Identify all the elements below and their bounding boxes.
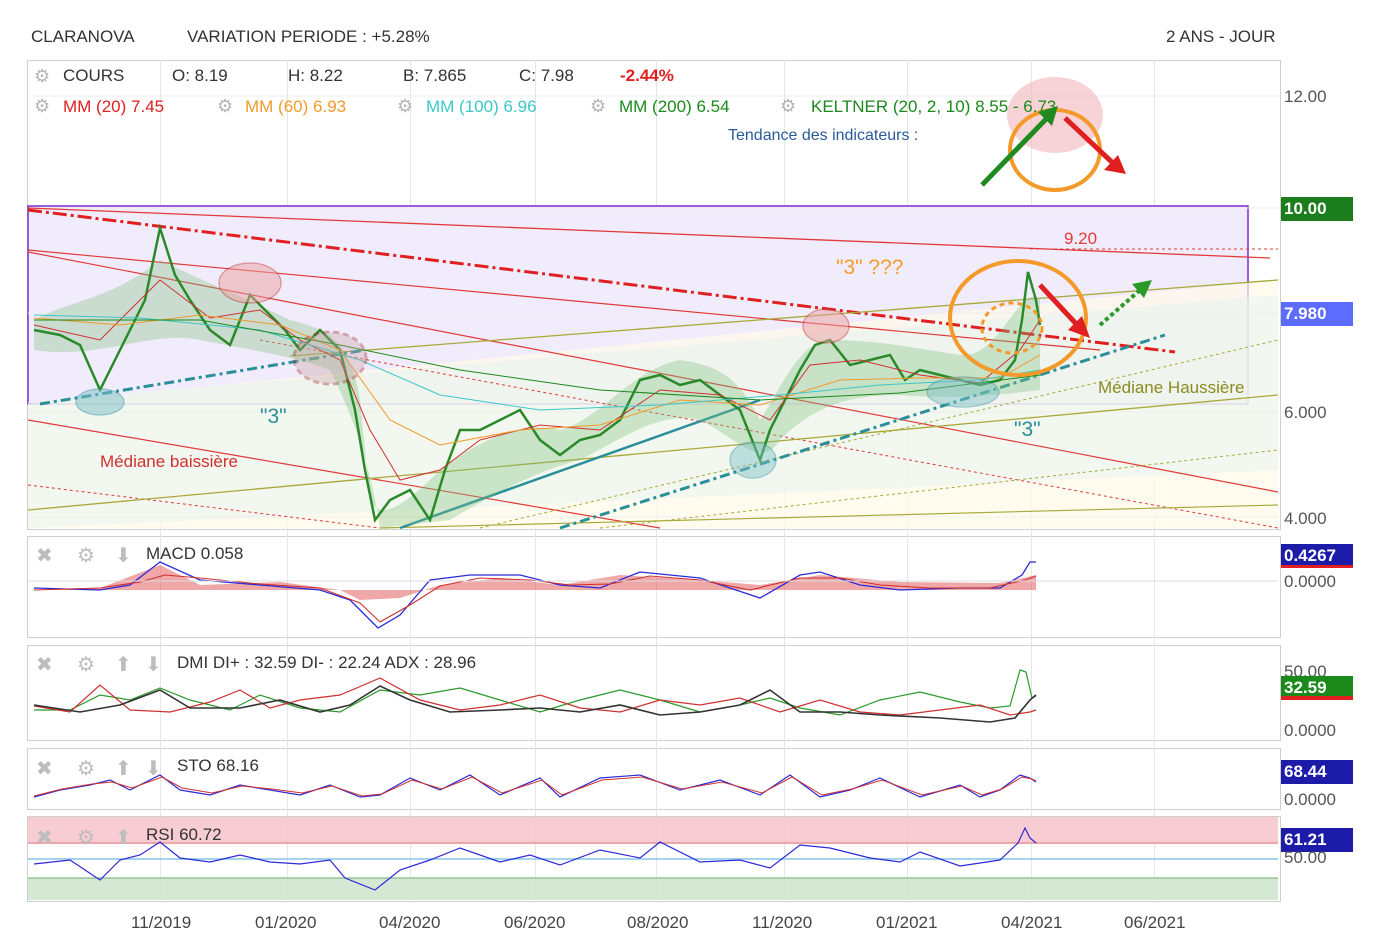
- gear-icon[interactable]: ⚙: [397, 96, 414, 116]
- level-920-label: 9.20: [1064, 229, 1098, 248]
- close-icon[interactable]: ✖: [36, 827, 53, 849]
- x-tick: 11/2020: [752, 913, 813, 932]
- gear-icon[interactable]: ⚙: [77, 654, 95, 676]
- mm200-label: MM (200) 6.54: [619, 97, 730, 116]
- level-badge: 10.00: [1281, 197, 1353, 221]
- gear-icon[interactable]: ⚙: [77, 758, 95, 780]
- sto-axis: 0.0000: [1284, 790, 1336, 809]
- gear-icon[interactable]: ⚙: [34, 96, 51, 116]
- x-tick: 06/2021: [1124, 913, 1186, 932]
- orange-circle: [948, 259, 1088, 377]
- support-left: [39, 348, 366, 406]
- dmi-panel[interactable]: [27, 645, 1281, 741]
- x-tick: 11/2019: [131, 913, 192, 932]
- rsi-badge: 61.21: [1281, 828, 1353, 852]
- timeframe-label[interactable]: 2 ANS - JOUR: [1166, 27, 1276, 46]
- x-tick: 04/2020: [379, 913, 441, 932]
- high-value: H: 8.22: [288, 66, 343, 85]
- gear-icon[interactable]: ⚙: [77, 545, 95, 567]
- ticker-label: CLARANOVA: [31, 27, 135, 46]
- gear-icon[interactable]: ⚙: [590, 96, 607, 116]
- arrow-down-icon[interactable]: ⬇: [115, 545, 132, 567]
- rsi-axis: 50.00: [1284, 848, 1327, 867]
- arrow-up-icon[interactable]: ⬆: [115, 758, 132, 780]
- bid-value: B: 7.865: [403, 66, 467, 85]
- keltner-label: KELTNER (20, 2, 10) 8.55 - 6.73: [811, 97, 1057, 116]
- tendance-label: Tendance des indicateurs :: [728, 127, 919, 144]
- sto-label: STO 68.16: [177, 756, 259, 775]
- mm20-label: MM (20) 7.45: [63, 97, 165, 116]
- mid-downtrend-line: [27, 249, 1101, 351]
- sto-panel[interactable]: [27, 748, 1281, 810]
- y-tick: 4.000: [1284, 509, 1327, 528]
- mm100-label: MM (100) 6.96: [426, 97, 537, 116]
- three-qqq-annotation: "3" ???: [836, 256, 904, 279]
- macd-label: MACD 0.058: [146, 544, 244, 563]
- sto-badge: 68.44: [1281, 760, 1353, 784]
- mediane-haussiere-line: [27, 394, 1279, 511]
- three-left-annotation: "3": [260, 405, 287, 428]
- arrow-down-icon[interactable]: ⬇: [145, 654, 162, 676]
- x-tick: 01/2021: [876, 913, 938, 932]
- mm60-label: MM (60) 6.93: [245, 97, 347, 116]
- major-downtrend-dashdot: [27, 208, 1176, 354]
- mediane-baissiere-label: Médiane baissière: [100, 452, 238, 471]
- open-value: O: 8.19: [172, 66, 228, 85]
- gear-icon[interactable]: ⚙: [780, 96, 797, 116]
- macd-badge: 0.4267: [1281, 544, 1353, 568]
- close-icon[interactable]: ✖: [36, 545, 53, 567]
- arrow-down-icon[interactable]: ⬇: [145, 758, 162, 780]
- dmi-label: DMI DI+ : 32.59 DI- : 22.24 ADX : 28.96: [177, 653, 477, 672]
- cours-label: COURS: [63, 66, 125, 85]
- arrow-up-icon[interactable]: ⬆: [115, 827, 132, 849]
- gear-icon[interactable]: ⚙: [217, 96, 234, 116]
- gear-icon[interactable]: ⚙: [34, 66, 51, 86]
- macd-axis: 0.0000: [1284, 572, 1336, 591]
- price-badge: 7.980: [1281, 302, 1353, 326]
- dmi-axis: 0.0000: [1284, 721, 1336, 740]
- y-tick: 6.000: [1284, 403, 1327, 422]
- close-icon[interactable]: ✖: [36, 758, 53, 780]
- x-tick: 01/2020: [255, 913, 317, 932]
- three-right-annotation: "3": [1014, 418, 1041, 441]
- change-value: -2.44%: [620, 66, 674, 85]
- y-tick: 12.00: [1284, 87, 1327, 106]
- rsi-label: RSI 60.72: [146, 825, 222, 844]
- resistance-line: [27, 207, 1271, 259]
- x-tick: 08/2020: [627, 913, 689, 932]
- support-right: [559, 333, 1166, 530]
- variation-label: VARIATION PERIODE : +5.28%: [187, 27, 430, 46]
- close-value: C: 7.98: [519, 66, 574, 85]
- mediane-haussiere-label: Médiane Haussière: [1098, 378, 1245, 397]
- dmi-badge: 32.59: [1281, 676, 1353, 700]
- arrow-up-icon[interactable]: ⬆: [115, 654, 132, 676]
- close-icon[interactable]: ✖: [36, 654, 53, 676]
- x-tick: 04/2021: [1001, 913, 1063, 932]
- gear-icon[interactable]: ⚙: [77, 827, 95, 849]
- x-tick: 06/2020: [504, 913, 566, 932]
